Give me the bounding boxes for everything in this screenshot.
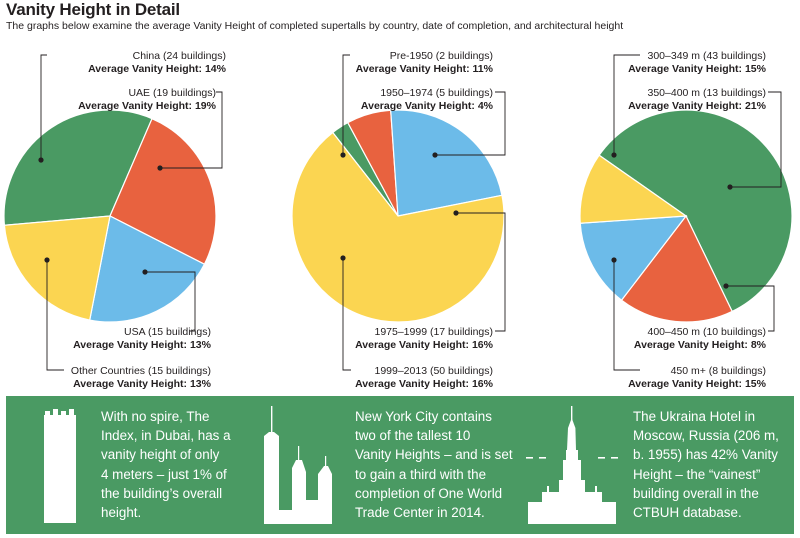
- leader-line: [145, 271, 196, 332]
- facts-panel: With no spire, The Index, in Dubai, has a…: [6, 396, 794, 534]
- fact-line: height.: [101, 505, 142, 521]
- fact-nyc-text: New York City contains two of the tallest…: [355, 407, 513, 522]
- slice-vanity-label: Average Vanity Height: 14%: [88, 63, 227, 75]
- slice-label: 300–349 m (43 buildings): [648, 50, 767, 62]
- fact-line: the building’s overall: [101, 485, 223, 501]
- leader-dot: [611, 257, 617, 263]
- leader-line: [40, 54, 47, 160]
- leader-line: [342, 54, 350, 155]
- slice-vanity-label: Average Vanity Height: 16%: [355, 378, 494, 390]
- leader-dot: [432, 152, 438, 158]
- leader-line: [46, 260, 64, 371]
- slice-label: UAE (19 buildings): [128, 87, 216, 99]
- slice-vanity-label: Average Vanity Height: 15%: [628, 378, 767, 390]
- pie-slice: [620, 214, 733, 323]
- leader-dot: [453, 210, 459, 216]
- new-york-skyline-icon: [264, 406, 332, 524]
- pie-slice: [390, 109, 503, 217]
- slice-label: 450 m+ (8 buildings): [671, 365, 766, 377]
- leader-line: [435, 91, 506, 156]
- pie-slice: [598, 109, 793, 313]
- ukraina-hotel-icon: [526, 406, 618, 524]
- fact-line: building overall in the: [633, 485, 759, 501]
- fact-line: completion of One World: [355, 485, 503, 501]
- fact-line: With no spire, The: [101, 409, 210, 424]
- slice-label: 1975–1999 (17 buildings): [374, 326, 493, 338]
- leader-dot: [727, 184, 733, 190]
- fact-line: Vanity Heights – and is set: [355, 447, 513, 463]
- leader-line: [726, 285, 775, 332]
- pie-chart-2: Pre-1950 (2 buildings)Average Vanity Hei…: [291, 50, 506, 390]
- fact-line: New York City contains: [355, 409, 492, 424]
- slice-vanity-label: Average Vanity Height: 8%: [634, 339, 767, 351]
- fact-line: 4 meters – just 1% of: [101, 466, 227, 482]
- page-title: Vanity Height in Detail: [6, 0, 180, 19]
- slice-vanity-label: Average Vanity Height: 11%: [356, 63, 494, 75]
- fact-line: b. 1955) has 42% Vanity: [633, 447, 778, 463]
- leader-line: [730, 91, 782, 188]
- slice-label: Pre-1950 (2 buildings): [390, 50, 493, 62]
- leader-line: [160, 91, 223, 169]
- slice-label: Other Countries (15 buildings): [71, 365, 211, 377]
- slice-vanity-label: Average Vanity Height: 13%: [73, 378, 212, 390]
- pie-charts: China (24 buildings)Average Vanity Heigh…: [3, 50, 793, 390]
- leader-dot: [340, 152, 346, 158]
- leader-line: [456, 212, 506, 332]
- fact-line: CTBUH database.: [633, 505, 742, 521]
- slice-vanity-label: Average Vanity Height: 19%: [78, 100, 217, 112]
- pie-slice: [3, 215, 111, 321]
- slice-label: 1950–1974 (5 buildings): [380, 87, 493, 99]
- fact-line: vanity height of only: [101, 447, 220, 463]
- leader-line: [342, 258, 351, 371]
- slice-vanity-label: Average Vanity Height: 16%: [355, 339, 494, 351]
- slice-label: China (24 buildings): [133, 50, 226, 62]
- slice-label: 1999–2013 (50 buildings): [374, 365, 493, 377]
- pie-chart-3: 300–349 m (43 buildings)Average Vanity H…: [579, 50, 793, 390]
- fact-line: Trade Center in 2014.: [355, 505, 485, 521]
- pie-slice: [89, 215, 206, 323]
- fact-line: two of the tallest 10: [355, 428, 471, 444]
- fact-line: to gain a third with the: [355, 466, 487, 482]
- page-subtitle: The graphs below examine the average Van…: [6, 20, 624, 32]
- leader-line: [613, 54, 640, 155]
- leader-dot: [611, 152, 617, 158]
- fact-index-text: With no spire, The Index, in Dubai, has a…: [101, 407, 231, 522]
- pie-slice: [291, 131, 505, 323]
- leader-dot: [44, 257, 50, 263]
- leader-dot: [142, 269, 148, 275]
- pie-slice: [579, 154, 688, 224]
- the-index-building-icon: [44, 409, 76, 523]
- fact-line: Moscow, Russia (206 m,: [633, 428, 779, 444]
- slice-label: USA (15 buildings): [124, 326, 211, 338]
- slice-vanity-label: Average Vanity Height: 4%: [361, 100, 494, 112]
- leader-dot: [340, 255, 346, 261]
- slice-vanity-label: Average Vanity Height: 15%: [628, 63, 767, 75]
- pie-slice: [109, 117, 217, 266]
- leader-dot: [157, 165, 163, 171]
- slice-vanity-label: Average Vanity Height: 13%: [73, 339, 212, 351]
- leader-line: [613, 260, 640, 371]
- slice-label: 350–400 m (13 buildings): [648, 87, 767, 99]
- slice-vanity-label: Average Vanity Height: 21%: [628, 100, 767, 112]
- fact-ukraina-text: The Ukraina Hotel in Moscow, Russia (206 …: [633, 407, 779, 522]
- pie-chart-1: China (24 buildings)Average Vanity Heigh…: [3, 50, 227, 390]
- leader-dot: [38, 157, 44, 163]
- leader-dot: [723, 283, 729, 289]
- fact-line: Height – the “vainest”: [633, 466, 761, 482]
- slice-label: 400–450 m (10 buildings): [648, 326, 767, 338]
- fact-line: The Ukraina Hotel in: [633, 409, 756, 424]
- pie-slice: [579, 215, 688, 302]
- fact-line: Index, in Dubai, has a: [101, 428, 231, 444]
